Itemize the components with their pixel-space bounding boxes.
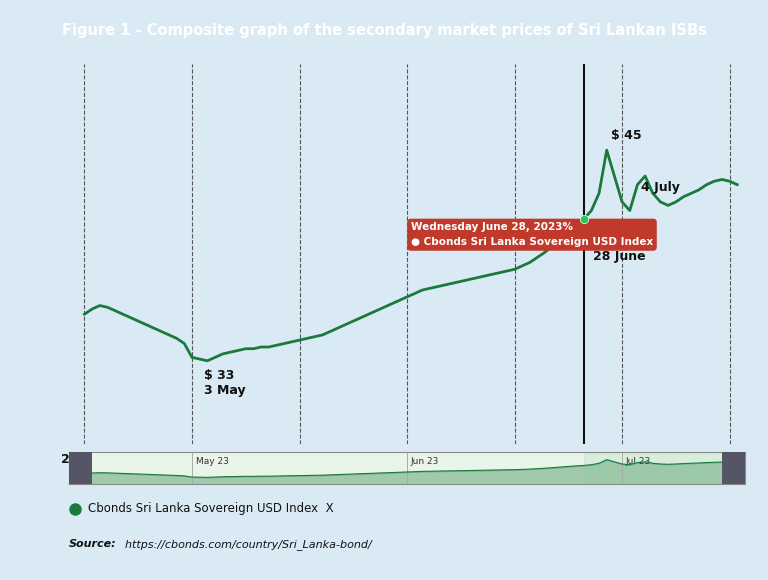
Text: Source:: Source: [69, 539, 117, 549]
Text: Jun 23: Jun 23 [411, 457, 439, 466]
Text: https://cbonds.com/country/Sri_Lanka-bond/: https://cbonds.com/country/Sri_Lanka-bon… [118, 539, 372, 550]
Text: May 23: May 23 [196, 457, 229, 466]
Bar [584, 452, 745, 484]
Text: Figure 1 - Composite graph of the secondary market prices of Sri Lankan ISBs: Figure 1 - Composite graph of the second… [61, 23, 707, 38]
Text: $ 33
3 May: $ 33 3 May [204, 369, 245, 397]
Text: 4 July: 4 July [641, 181, 680, 194]
Text: $ 45: $ 45 [611, 129, 641, 142]
FancyBboxPatch shape [69, 452, 92, 484]
Text: Jul 23: Jul 23 [626, 457, 651, 466]
Text: $ 41
28 June: $ 41 28 June [593, 235, 646, 263]
Text: Cbonds Sri Lanka Sovereign USD Index  X: Cbonds Sri Lanka Sovereign USD Index X [88, 502, 333, 516]
FancyBboxPatch shape [722, 452, 745, 484]
Text: Wednesday June 28, 2023%
● Cbonds Sri Lanka Sovereign USD Index: Wednesday June 28, 2023% ● Cbonds Sri La… [411, 222, 653, 247]
